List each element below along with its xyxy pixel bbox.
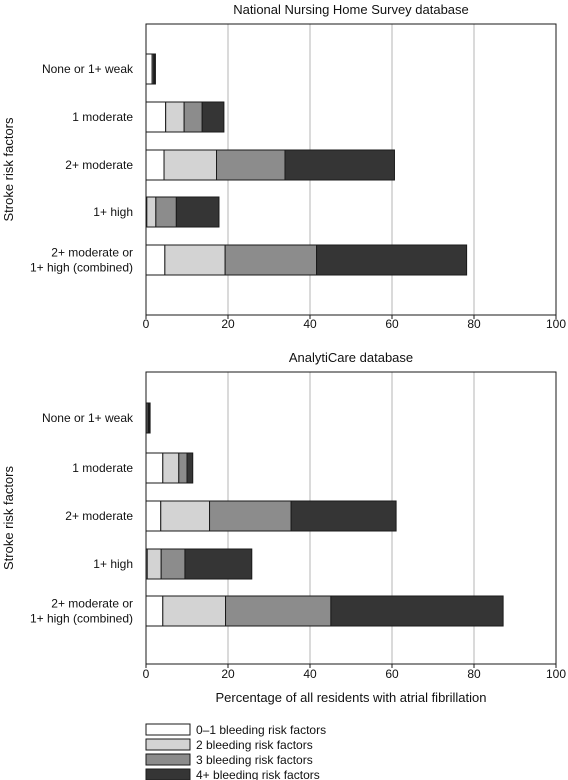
category-label: None or 1+ weak	[42, 62, 134, 76]
category-label: 1+ high	[93, 205, 133, 219]
category-label: 2+ moderate or	[51, 597, 133, 611]
legend-swatch	[145, 768, 191, 780]
bar-segment	[145, 452, 164, 484]
x-tick-label: 100	[546, 667, 566, 681]
bar-segment	[290, 500, 397, 532]
x-tick-label: 60	[385, 317, 399, 331]
bar-segment	[165, 101, 185, 133]
bar-segment	[183, 101, 203, 133]
bar-segment	[186, 452, 194, 484]
legend-label: 0–1 bleeding risk factors	[196, 723, 326, 737]
plot-frame	[145, 371, 557, 665]
x-tick-label: 100	[546, 317, 566, 331]
bar-segment	[225, 595, 332, 627]
x-tick-label: 0	[143, 317, 150, 331]
x-tick-label: 20	[221, 667, 235, 681]
bar-segment	[146, 196, 157, 228]
plot-frame	[145, 23, 557, 316]
bar-segment	[163, 149, 218, 181]
bar-segment	[284, 149, 395, 181]
y-axis-label: Stroke risk factors	[1, 117, 16, 222]
bar-segment	[209, 500, 292, 532]
x-tick-label: 0	[143, 667, 150, 681]
bar-segment	[178, 452, 188, 484]
category-label: 1+ high (combined)	[30, 261, 133, 275]
bar-segment	[155, 196, 177, 228]
legend-label: 4+ bleeding risk factors	[196, 768, 320, 780]
bar-segment	[145, 500, 162, 532]
bar-segment	[145, 244, 166, 276]
category-label: 2+ moderate or	[51, 246, 133, 260]
bar-segment	[145, 101, 167, 133]
x-tick-label: 20	[221, 317, 235, 331]
bar-segment	[154, 53, 156, 85]
bar-segment	[224, 244, 318, 276]
bar-segment	[316, 244, 468, 276]
bar-segment	[162, 452, 180, 484]
category-label: None or 1+ weak	[42, 411, 134, 425]
category-label: 1+ high	[93, 557, 133, 571]
y-axis-label: Stroke risk factors	[1, 465, 16, 570]
bar-segment	[148, 402, 151, 434]
legend-swatch	[145, 753, 191, 766]
bar-segment	[216, 149, 286, 181]
bar-segment	[201, 101, 225, 133]
chart-title: National Nursing Home Survey database	[233, 2, 469, 17]
bar-segment	[175, 196, 220, 228]
bar-segment	[145, 149, 165, 181]
chart-title: AnalytiCare database	[289, 350, 413, 365]
bar-segment	[330, 595, 504, 627]
bar-segment	[160, 500, 211, 532]
chart-panel-2: None or 1+ weak 1 moderate 2+ moderate 1+ h…	[1, 350, 566, 705]
bar-segment	[160, 548, 186, 580]
bar-segment	[164, 244, 226, 276]
x-tick-label: 40	[303, 317, 317, 331]
legend-swatch	[145, 738, 191, 751]
x-tick-label: 80	[467, 667, 481, 681]
chart-panel-1: None or 1+ weak 1 moderate 2+ moderate 1+ h…	[1, 2, 566, 331]
bar-segment	[146, 548, 162, 580]
category-label: 2+ moderate	[65, 509, 133, 523]
category-label: 1+ high (combined)	[30, 612, 133, 626]
legend-label: 3 bleeding risk factors	[196, 753, 313, 767]
bar-segment	[162, 595, 227, 627]
legend-swatch	[145, 723, 191, 736]
legend-label: 2 bleeding risk factors	[196, 738, 313, 752]
x-tick-label: 60	[385, 667, 399, 681]
x-tick-label: 80	[467, 317, 481, 331]
bar-segment	[145, 595, 164, 627]
category-label: 1 moderate	[72, 110, 133, 124]
category-label: 2+ moderate	[65, 158, 133, 172]
bar-segment	[145, 53, 153, 85]
category-label: 1 moderate	[72, 461, 133, 475]
x-axis-label: Percentage of all residents with atrial …	[216, 690, 487, 705]
bar-segment	[184, 548, 253, 580]
x-tick-label: 40	[303, 667, 317, 681]
